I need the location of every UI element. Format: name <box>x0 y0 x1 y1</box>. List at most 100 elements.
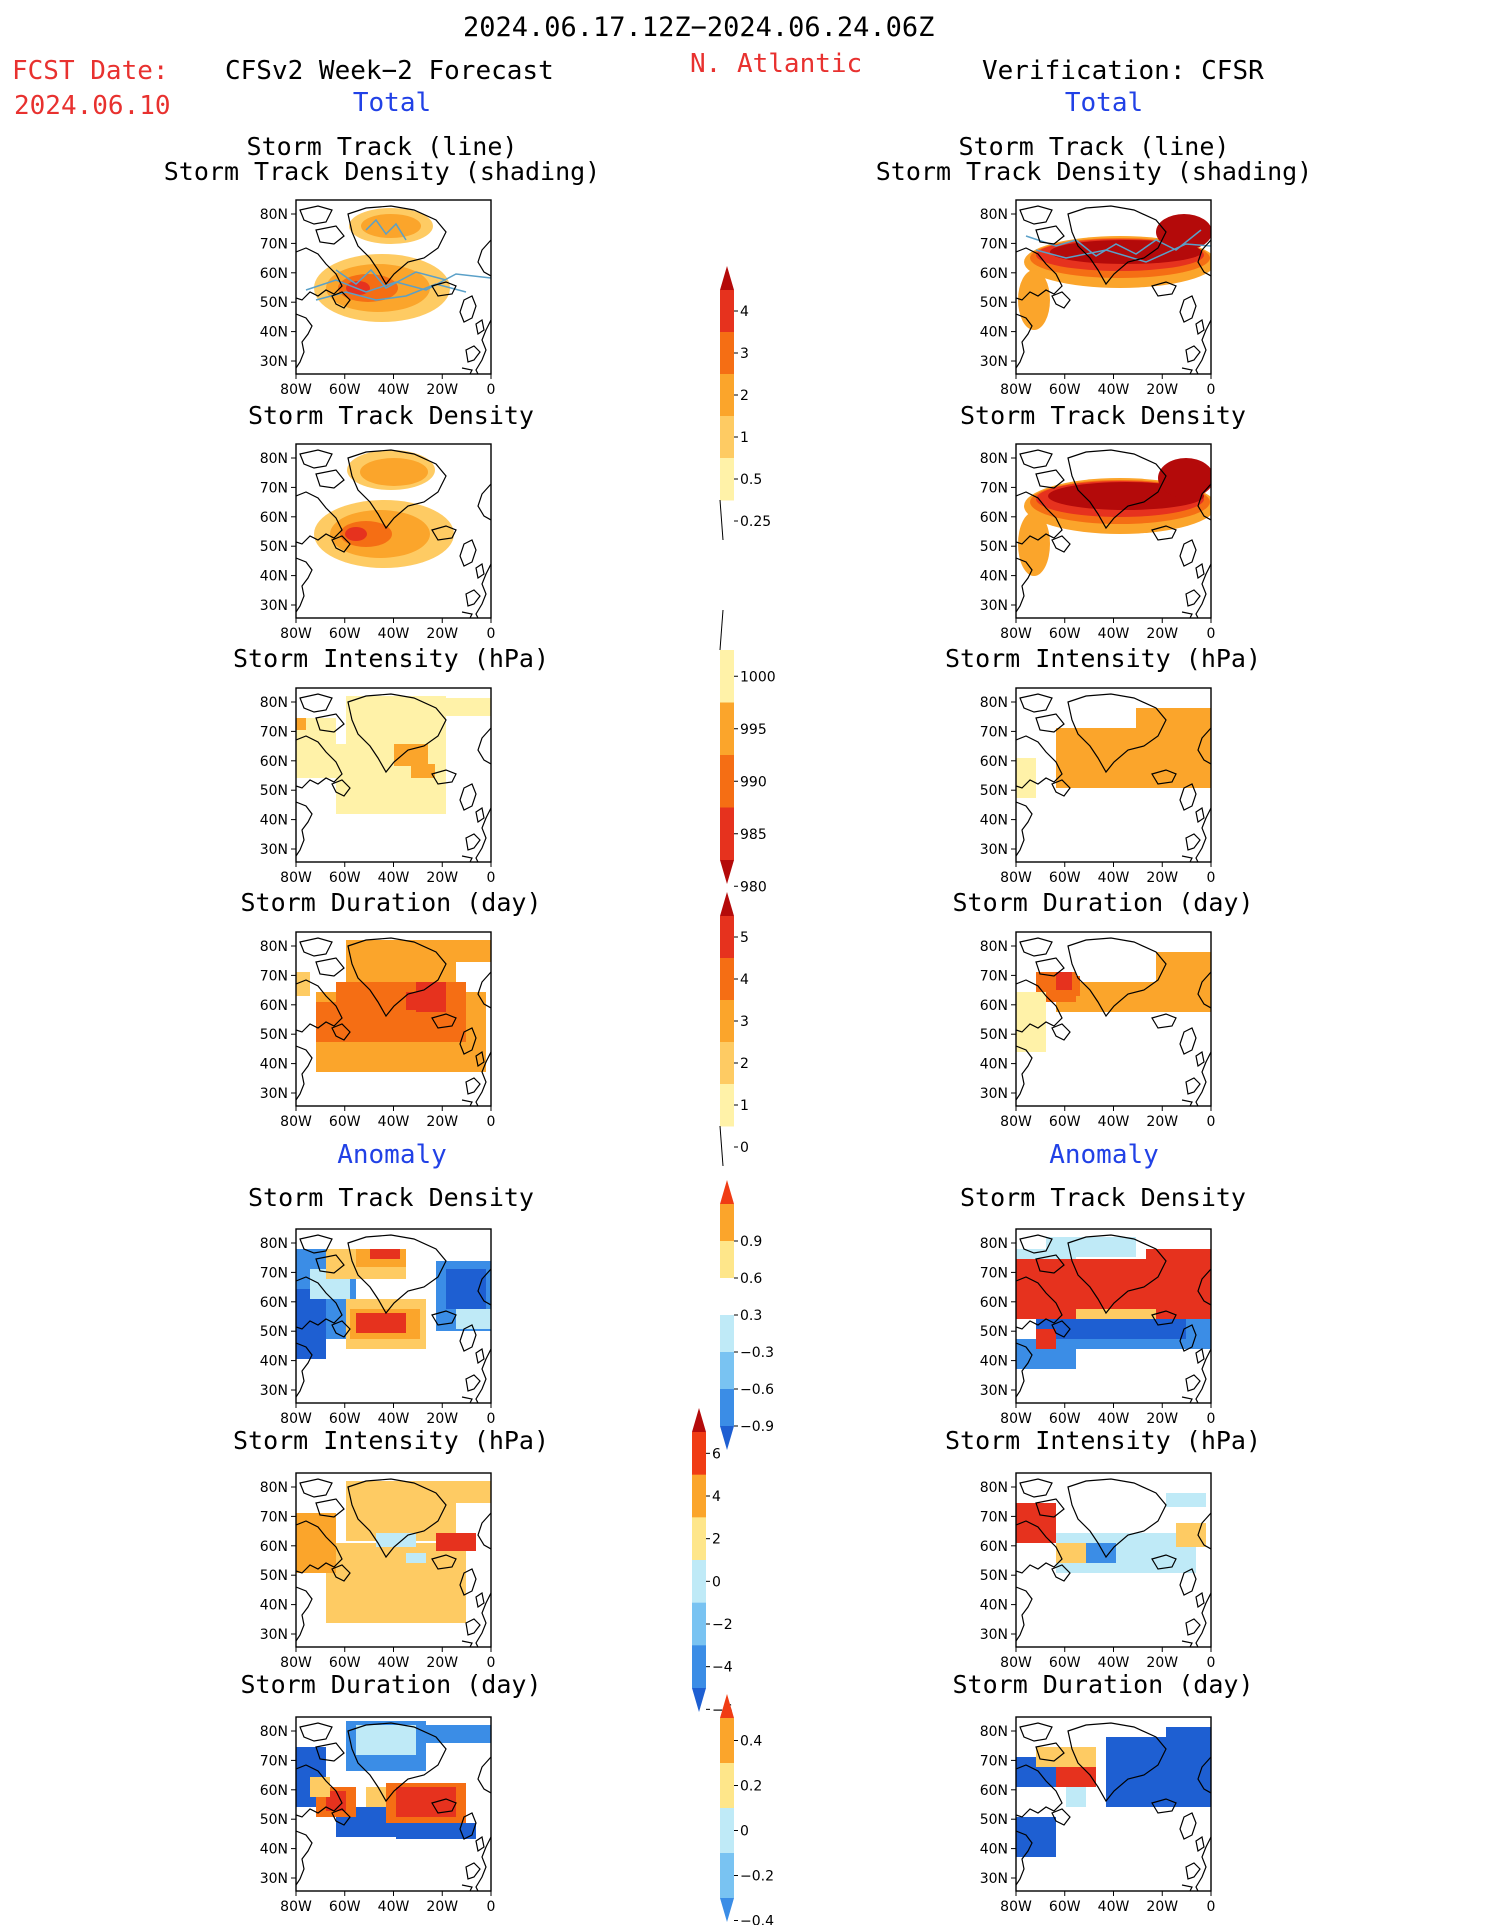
colorbar-label: 0.4 <box>740 1734 762 1750</box>
colorbar-segment <box>720 1042 734 1085</box>
colorbar-label: 980 <box>740 879 767 895</box>
lat-tick-label: 70N <box>260 1509 288 1525</box>
fcst-date-value: 2024.06.10 <box>14 91 171 121</box>
colorbar-segment <box>720 290 734 333</box>
colorbar-label: 0 <box>740 1140 749 1156</box>
colorbar-segment <box>720 1352 734 1390</box>
lon-tick-label: 60W <box>329 1411 361 1427</box>
lat-tick-label: 70N <box>980 236 1008 252</box>
anomaly-label-right: Anomaly <box>1049 1140 1159 1170</box>
lat-tick-label: 40N <box>980 1057 1008 1073</box>
colorbar-label: 2 <box>740 388 749 404</box>
map-left-4: 80N 70N 60N 50N 40N 30N 80W 60W 40W 20W 0 <box>260 931 496 1130</box>
lon-tick-label: 60W <box>1049 1114 1081 1130</box>
colorbar-arrow-bottom <box>692 1688 706 1712</box>
colorbar-label: 0.6 <box>740 1271 762 1287</box>
period-title: 2024.06.17.12Z−2024.06.24.06Z <box>463 12 935 43</box>
right-column-title: Verification: CFSR <box>982 56 1264 86</box>
lat-tick-label: 40N <box>260 1842 288 1858</box>
colorbar-segment <box>720 807 734 861</box>
title-l2: Storm Track Density <box>248 401 534 430</box>
colorbar-label: −0.6 <box>740 1382 774 1398</box>
colorbar-segment <box>692 1645 706 1689</box>
lat-tick-label: 60N <box>980 1295 1008 1311</box>
colorbar-label: 0.3 <box>740 1308 762 1324</box>
map-left-3: 80N 70N 60N 50N 40N 30N 80W 60W 40W 20W 0 <box>260 687 495 886</box>
map-right-6: 80N 70N 60N 50N 40N 30N 80W 60W 40W 20W 0 <box>980 1472 1216 1671</box>
colorbar-segment <box>720 374 734 417</box>
lat-tick-label: 80N <box>980 1724 1008 1740</box>
lat-tick-label: 70N <box>260 236 288 252</box>
lat-tick-label: 50N <box>980 1324 1008 1340</box>
total-label-right: Total <box>1064 88 1144 118</box>
colorbar-label: 4 <box>712 1489 721 1505</box>
lon-tick-label: 0 <box>1207 1655 1216 1671</box>
colorbar-segment <box>720 958 734 1001</box>
lon-tick-label: 80W <box>280 1411 312 1427</box>
colorbar-label: −0.9 <box>740 1419 774 1435</box>
lon-tick-label: 60W <box>329 382 361 398</box>
map-right-2: 80N 70N 60N 50N 40N 30N 80W 60W 40W 20W 0 <box>980 443 1215 642</box>
lat-tick-label: 60N <box>260 998 288 1014</box>
lon-tick-label: 60W <box>329 626 361 642</box>
lon-tick-label: 40W <box>378 626 410 642</box>
lon-tick-label: 80W <box>280 1114 312 1130</box>
colorbar-arrow-top <box>692 1408 706 1432</box>
lat-tick-label: 60N <box>980 998 1008 1014</box>
lat-tick-label: 70N <box>980 968 1008 984</box>
lon-tick-label: 20W <box>426 382 458 398</box>
colorbar-segment <box>720 1718 734 1764</box>
lat-tick-label: 40N <box>980 813 1008 829</box>
lat-tick-label: 50N <box>980 1027 1008 1043</box>
colorbar-segment <box>692 1432 706 1476</box>
colorbar-segment <box>720 1763 734 1809</box>
colorbar-arrow-bottom <box>720 1898 734 1922</box>
lon-tick-label: 40W <box>378 382 410 398</box>
lat-tick-label: 70N <box>260 724 288 740</box>
title-l4: Storm Duration (day) <box>240 888 542 917</box>
lat-tick-label: 60N <box>980 1783 1008 1799</box>
lon-tick-label: 60W <box>1049 1899 1081 1915</box>
lat-tick-label: 70N <box>260 968 288 984</box>
lon-tick-label: 80W <box>1000 870 1032 886</box>
lat-tick-label: 30N <box>980 1627 1008 1643</box>
anom-density-colorbar: 0.9 0.6 0.3 −0.3 −0.6 −0.9 <box>720 1180 774 1450</box>
title-r3: Storm Intensity (hPa) <box>944 644 1262 673</box>
fcst-date-label: FCST Date: <box>12 56 169 86</box>
lat-tick-label: 80N <box>980 695 1008 711</box>
lat-tick-label: 40N <box>260 1598 288 1614</box>
colorbar-segment <box>720 332 734 375</box>
anom-duration-colorbar: 0.4 0.2 0 −0.2 −0.4 <box>720 1694 774 1925</box>
colorbar-segment <box>692 1602 706 1646</box>
map-left-5: 80N 70N 60N 50N 40N 30N 80W 60W 40W 20W 0 <box>260 1228 495 1427</box>
lat-tick-label: 50N <box>980 295 1008 311</box>
map-right-1: 80N 70N 60N 50N 40N 30N 80W 60W 40W 20W 0 <box>980 199 1215 398</box>
map-right-3: 80N 70N 60N 50N 40N 30N 80W 60W 40W 20W 0 <box>980 687 1215 886</box>
colorbar-segment <box>720 1315 734 1353</box>
title-r7: Storm Duration (day) <box>952 1670 1254 1699</box>
colorbar-segment <box>720 1084 734 1127</box>
lon-tick-label: 80W <box>280 870 312 886</box>
lon-tick-label: 80W <box>1000 1899 1032 1915</box>
colorbar-arrow-top <box>720 1694 734 1718</box>
colorbar-label: 1000 <box>740 669 776 685</box>
lat-tick-label: 50N <box>260 783 288 799</box>
colorbar-segment <box>692 1560 706 1604</box>
lon-tick-label: 20W <box>426 870 458 886</box>
lon-tick-label: 20W <box>1146 870 1178 886</box>
lat-tick-label: 30N <box>260 354 288 370</box>
lat-tick-label: 30N <box>260 1383 288 1399</box>
lat-tick-label: 80N <box>980 451 1008 467</box>
lat-tick-label: 70N <box>980 1509 1008 1525</box>
lat-tick-label: 30N <box>260 1871 288 1887</box>
lat-tick-label: 30N <box>980 1871 1008 1887</box>
lon-tick-label: 0 <box>487 1114 496 1130</box>
colorbar-label: 3 <box>740 346 749 362</box>
lon-tick-label: 60W <box>329 1114 361 1130</box>
lon-tick-label: 20W <box>1146 1411 1178 1427</box>
colorbar-label: 995 <box>740 722 767 738</box>
lat-tick-label: 30N <box>980 842 1008 858</box>
total-label-left: Total <box>352 88 432 118</box>
colorbar-segment <box>720 1389 734 1427</box>
